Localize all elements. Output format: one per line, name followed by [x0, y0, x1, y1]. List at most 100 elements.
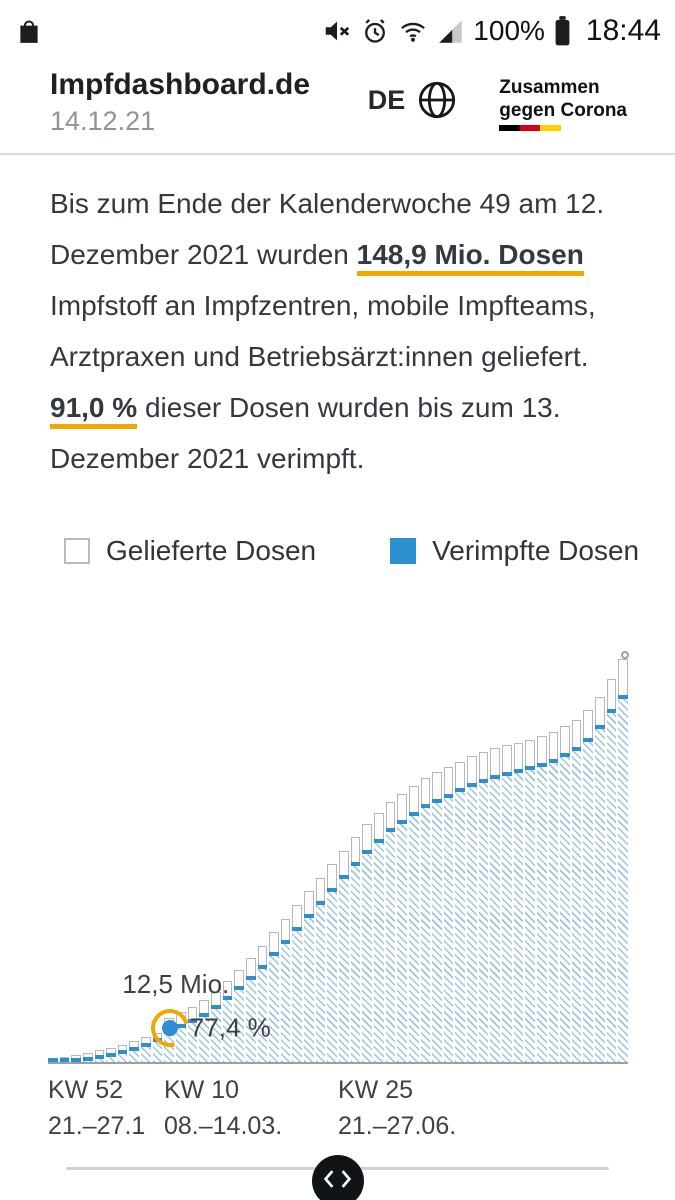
language-switcher[interactable]: DE: [368, 80, 458, 120]
status-bar: 100% 18:44: [0, 0, 675, 52]
chart-bar[interactable]: [327, 656, 338, 1062]
chart-bar[interactable]: [152, 656, 163, 1062]
signal-strength-icon: [437, 18, 464, 45]
x-axis-labels: KW 52 21.–27.1 KW 10 08.–14.03. KW 25 21.–27.…: [48, 1076, 628, 1152]
campaign-logo-line1: Zusammen: [499, 77, 600, 98]
chevron-right-icon: [340, 1169, 352, 1193]
vaccinated-bar-segment: [618, 695, 629, 1062]
chart-bar[interactable]: [245, 656, 256, 1062]
chart-bar[interactable]: [222, 656, 233, 1062]
campaign-logo-line2: gegen Corona: [499, 100, 627, 122]
chart-bar[interactable]: [397, 656, 407, 1062]
vaccinated-bar-segment: [257, 964, 268, 1062]
chart-bar[interactable]: [373, 656, 384, 1062]
vaccinated-bar-segment: [234, 986, 244, 1062]
chart-bar[interactable]: [490, 656, 500, 1062]
chart-bar[interactable]: [432, 656, 442, 1062]
summary-paragraph: Bis zum Ende der Kalenderwoche 49 am 12.…: [0, 155, 675, 485]
chart-bar[interactable]: [548, 656, 559, 1062]
chart-bar[interactable]: [94, 656, 105, 1062]
chart-bar[interactable]: [606, 656, 617, 1062]
data-stand-date: 14.12.21: [50, 106, 156, 136]
legend-item-vaccinated[interactable]: Verimpfte Dosen: [390, 535, 639, 567]
chart-bar[interactable]: [269, 656, 279, 1062]
language-label: DE: [367, 84, 406, 115]
chart-scroll-handle[interactable]: [311, 1155, 364, 1200]
vaccinated-bar-segment: [443, 793, 454, 1062]
legend-vaccinated-label: Verimpfte Dosen: [432, 534, 640, 566]
vaccinated-bar-segment: [269, 952, 279, 1062]
chart-bar[interactable]: [234, 656, 244, 1062]
vaccinated-bar-segment: [152, 1038, 163, 1062]
vaccinated-bar-segment: [82, 1057, 93, 1062]
chart-bar[interactable]: [280, 656, 291, 1062]
chart-bar[interactable]: [292, 656, 303, 1062]
legend-item-delivered[interactable]: Gelieferte Dosen: [64, 535, 316, 567]
chart-bar[interactable]: [187, 656, 198, 1062]
chart-bar[interactable]: [339, 656, 349, 1062]
chart-bar[interactable]: [129, 656, 140, 1062]
chart-bar[interactable]: [257, 656, 268, 1062]
chart-bar[interactable]: [199, 656, 209, 1062]
vaccinated-bar-segment: [467, 783, 477, 1062]
chart-bar[interactable]: [362, 656, 372, 1062]
intro-text-segment: dieser Dosen wurden bis zum 13. Dezember…: [50, 391, 561, 474]
vaccinated-bar-segment: [59, 1058, 70, 1062]
chart-bar[interactable]: [117, 656, 128, 1062]
chart-bar[interactable]: [478, 656, 489, 1062]
vaccinated-bar-segment: [560, 753, 570, 1062]
globe-icon: [417, 80, 457, 120]
wifi-icon: [398, 17, 428, 45]
chart-bar[interactable]: [513, 656, 524, 1062]
chart-bar[interactable]: [408, 656, 419, 1062]
chart-bar[interactable]: [536, 656, 547, 1062]
chart-bar[interactable]: [501, 656, 512, 1062]
chart-bar[interactable]: [560, 656, 570, 1062]
vaccinated-bar-segment: [141, 1043, 151, 1062]
vaccinated-bar-segment: [501, 772, 512, 1062]
chart-bar[interactable]: [385, 656, 396, 1062]
header-divider: [0, 153, 675, 155]
battery-percent: 100%: [473, 15, 545, 46]
chart-bar[interactable]: [525, 656, 535, 1062]
chart-bar[interactable]: [420, 656, 431, 1062]
legend-delivered-label: Gelieferte Dosen: [106, 534, 317, 566]
chart-bar[interactable]: [455, 656, 466, 1062]
chart-bar[interactable]: [583, 656, 594, 1062]
vaccinated-bar-segment: [525, 766, 535, 1062]
vaccinated-bar-segment: [292, 926, 303, 1062]
chart-bar[interactable]: [141, 656, 151, 1062]
vaccinated-bar-segment: [373, 838, 384, 1062]
chart-bar[interactable]: [164, 656, 175, 1062]
chart-bar[interactable]: [443, 656, 454, 1062]
vaccinated-bar-segment: [432, 798, 442, 1062]
campaign-logo[interactable]: Zusammen gegen Corona: [499, 76, 627, 132]
vaccinated-bar-segment: [176, 1023, 186, 1062]
chart-bar[interactable]: [315, 656, 326, 1062]
x-axis-tick: KW 25 21.–27.06.: [338, 1076, 457, 1140]
vaccinated-bar-segment: [129, 1046, 140, 1062]
chart-bar[interactable]: [595, 656, 605, 1062]
chart-bar[interactable]: [48, 656, 58, 1062]
chart-bar[interactable]: [467, 656, 477, 1062]
chart-bar[interactable]: [618, 656, 629, 1062]
chart-bar[interactable]: [59, 656, 70, 1062]
chart-bar[interactable]: [571, 656, 582, 1062]
vaccinated-bar-segment: [571, 746, 582, 1062]
chart-bar[interactable]: [176, 656, 186, 1062]
alarm-clock-icon: [361, 17, 389, 45]
mute-icon: [322, 16, 352, 46]
intro-highlight: 91,0 %: [50, 391, 138, 429]
chart-bar[interactable]: [106, 656, 116, 1062]
vaccinated-bar-segment: [71, 1058, 81, 1062]
chart-bar[interactable]: [210, 656, 221, 1062]
vaccinated-bar-segment: [106, 1052, 116, 1062]
site-title: Impfdashboard.de: [50, 68, 311, 101]
chart-bar[interactable]: [350, 656, 361, 1062]
chart-bar[interactable]: [82, 656, 93, 1062]
vaccinated-bar-segment: [595, 725, 605, 1062]
chart-bar[interactable]: [304, 656, 314, 1062]
chart-legend: Gelieferte Dosen Verimpfte Dosen: [0, 485, 675, 567]
chart-bar[interactable]: [71, 656, 81, 1062]
vaccinated-bar-segment: [420, 804, 431, 1062]
